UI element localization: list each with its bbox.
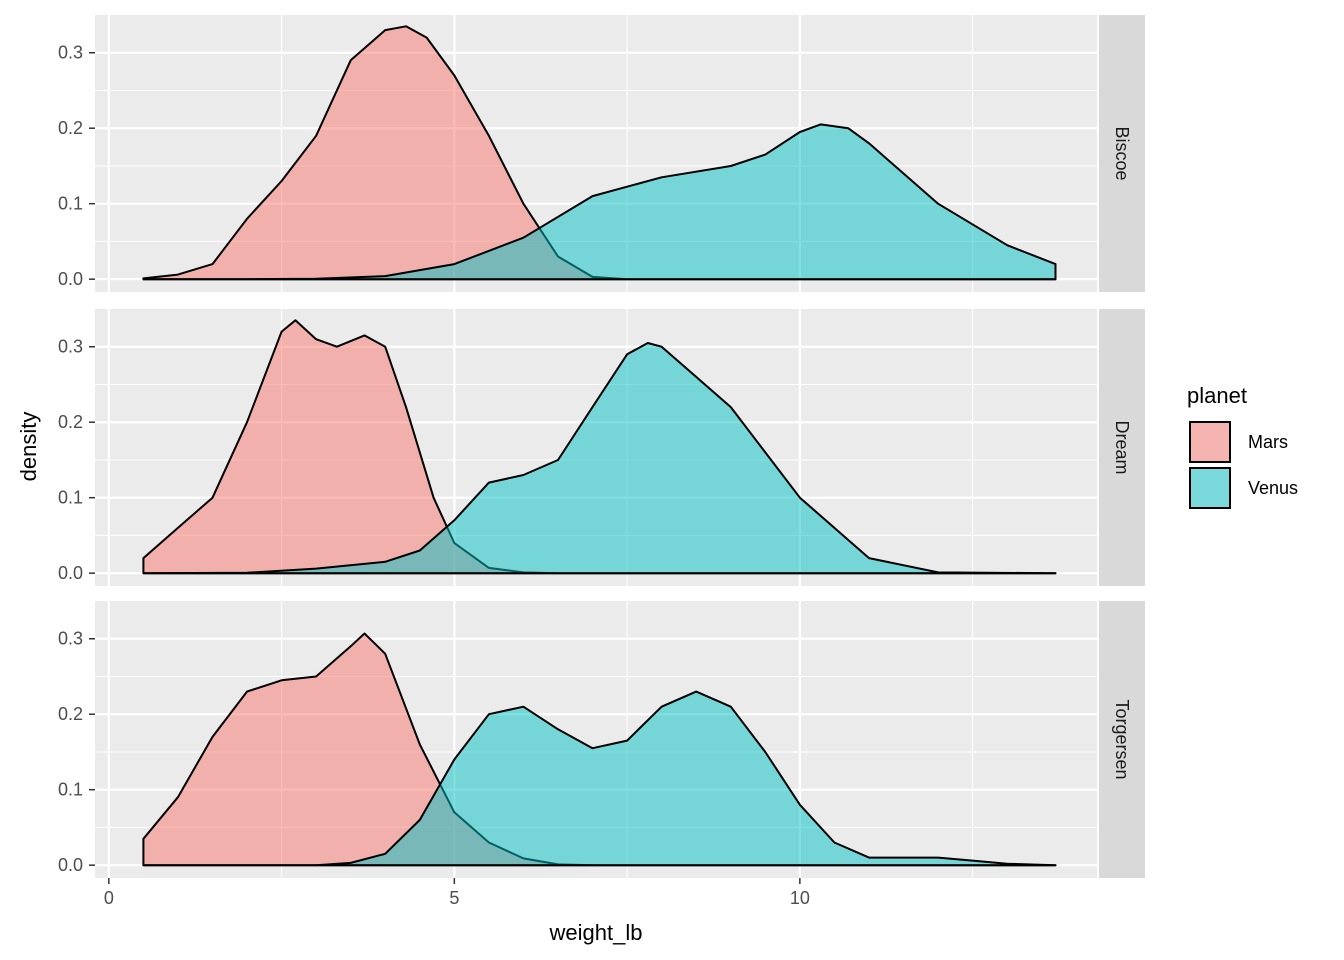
y-tick-label: 0.2	[58, 118, 83, 138]
legend-label-venus: Venus	[1248, 478, 1298, 498]
strip-background	[1099, 309, 1145, 586]
x-tick-label: 5	[449, 888, 459, 908]
strip-label: Biscoe	[1112, 126, 1132, 180]
y-tick-label: 0.3	[58, 337, 83, 357]
y-tick-label: 0.1	[58, 194, 83, 214]
legend-key-venus	[1189, 467, 1231, 509]
facet-panels: 0.00.10.20.3Biscoe0.00.10.20.3Dream0.00.…	[58, 15, 1145, 878]
y-tick-label: 0.0	[58, 563, 83, 583]
x-tick-label: 0	[104, 888, 114, 908]
strip-label: Dream	[1112, 420, 1132, 474]
x-axis-title: weight_lb	[549, 920, 643, 945]
density-venus	[142, 690, 1057, 867]
facet-biscoe: 0.0 0.1 0.2 0.3 Biscoe	[58, 15, 1145, 292]
x-tick-label: 10	[790, 888, 810, 908]
facet-dream: 0.0 0.1 0.2 0.3 Dream	[58, 309, 1145, 586]
legend-label-mars: Mars	[1248, 432, 1288, 452]
legend-title: planet	[1187, 383, 1247, 408]
facet-torgersen: 0.0 0.1 0.2 0.3 Torgersen	[58, 601, 1145, 878]
legend-key-mars	[1189, 421, 1231, 463]
x-axis: 0 5 10	[104, 878, 810, 908]
strip-background	[1099, 601, 1145, 878]
y-tick-label: 0.0	[58, 269, 83, 289]
y-tick-label: 0.2	[58, 412, 83, 432]
legend: planet Mars Venus	[1187, 383, 1298, 509]
y-tick-label: 0.2	[58, 704, 83, 724]
y-tick-label: 0.3	[58, 629, 83, 649]
y-tick-label: 0.3	[58, 43, 83, 63]
density-venus	[142, 342, 1057, 575]
y-tick-label: 0.1	[58, 780, 83, 800]
y-tick-label: 0.1	[58, 488, 83, 508]
strip-background	[1099, 15, 1145, 292]
y-axis-title: density	[16, 412, 41, 482]
strip-label: Torgersen	[1112, 699, 1132, 779]
y-tick-label: 0.0	[58, 855, 83, 875]
density-venus	[142, 123, 1057, 281]
